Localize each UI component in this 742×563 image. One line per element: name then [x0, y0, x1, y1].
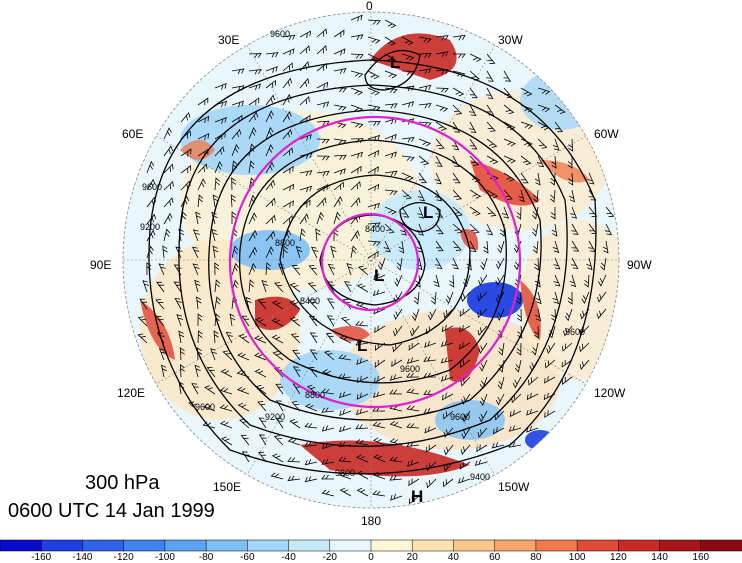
colorbar-tick-label: 80 — [530, 552, 541, 563]
colorbar-tick-label: -120 — [114, 552, 134, 563]
lon-label-60e: 60E — [122, 127, 143, 141]
colorbar-tick-label: 140 — [651, 552, 668, 563]
contour-label: 9200 — [265, 412, 285, 422]
colorbar-segment — [371, 540, 413, 551]
colorbar-segment — [536, 540, 578, 551]
colorbar-segment — [124, 540, 166, 551]
contour-label: 8400 — [300, 296, 320, 306]
contour-label: 9600 — [335, 468, 355, 478]
colorbar-segment — [41, 540, 83, 551]
colorbar-tick-label: 100 — [569, 552, 586, 563]
contour-label: 9400 — [470, 472, 490, 482]
colorbar-tick-label: 20 — [407, 552, 418, 563]
contour-label: 9600 — [142, 182, 162, 192]
colorbar-tick-label: 120 — [610, 552, 627, 563]
colorbar-tick-label: 40 — [448, 552, 459, 563]
contour-label: 9600 — [565, 327, 585, 337]
colorbar-segment — [495, 540, 537, 551]
colorbar-segment — [453, 540, 495, 551]
anomaly-shading — [110, 10, 640, 510]
colorbar-segment — [660, 540, 702, 551]
colorbar-tick-label: -160 — [31, 552, 51, 563]
valid-time-label: 0600 UTC 14 Jan 1999 — [8, 500, 215, 523]
lon-label-180: 180 — [361, 514, 381, 528]
colorbar-segment — [701, 540, 742, 551]
colorbar-segment — [330, 540, 372, 551]
colorbar-segment — [82, 540, 124, 551]
colorbar-tick-label: -80 — [199, 552, 213, 563]
contour-label: 9600 — [400, 364, 420, 374]
lon-label-60w: 60W — [594, 127, 619, 141]
colorbar-segment — [165, 540, 207, 551]
contour-label: 9200 — [140, 222, 160, 232]
colorbar-tick-label: -100 — [155, 552, 175, 563]
lon-label-120e: 120E — [117, 386, 145, 400]
colorbar-segment — [412, 540, 454, 551]
colorbar-tick-label: -60 — [240, 552, 254, 563]
colorbar-tick-label: 60 — [489, 552, 500, 563]
low-pressure-marker: L — [357, 336, 367, 356]
lon-label-90w: 90W — [627, 258, 652, 272]
high-pressure-marker: H — [411, 487, 423, 507]
colorbar-tick-label: -40 — [281, 552, 295, 563]
lon-label-150w: 150W — [498, 480, 529, 494]
lon-label-30e: 30E — [218, 33, 239, 47]
low-pressure-marker: L — [423, 203, 433, 223]
contour-label: 9600 — [270, 29, 290, 39]
colorbar-segment — [247, 540, 289, 551]
low-pressure-marker: L — [390, 53, 400, 73]
lon-label-150e: 150E — [213, 480, 241, 494]
colorbar-segment — [206, 540, 248, 551]
colorbar-tick-label: 0 — [368, 552, 374, 563]
contour-label: 9600 — [195, 402, 215, 412]
low-pressure-marker: L — [374, 266, 384, 286]
colorbar-segment — [618, 540, 660, 551]
contour-label: 8800 — [305, 390, 325, 400]
colorbar-segment — [289, 540, 331, 551]
pressure-level-label: 300 hPa — [85, 472, 160, 495]
contour-label: 8400 — [365, 224, 385, 234]
colorbar-segment — [577, 540, 619, 551]
contour-label: 8800 — [275, 238, 295, 248]
lon-label-0: 0 — [366, 0, 373, 13]
colorbar-tick-label: 160 — [692, 552, 709, 563]
lon-label-90e: 90E — [90, 258, 111, 272]
lon-label-30w: 30W — [498, 33, 523, 47]
colorbar-segment — [0, 540, 42, 551]
colorbar-tick-label: -20 — [323, 552, 337, 563]
contour-label: 9600 — [450, 412, 470, 422]
colorbar — [0, 540, 742, 551]
lon-label-120w: 120W — [594, 386, 625, 400]
colorbar-tick-label: -140 — [72, 552, 92, 563]
